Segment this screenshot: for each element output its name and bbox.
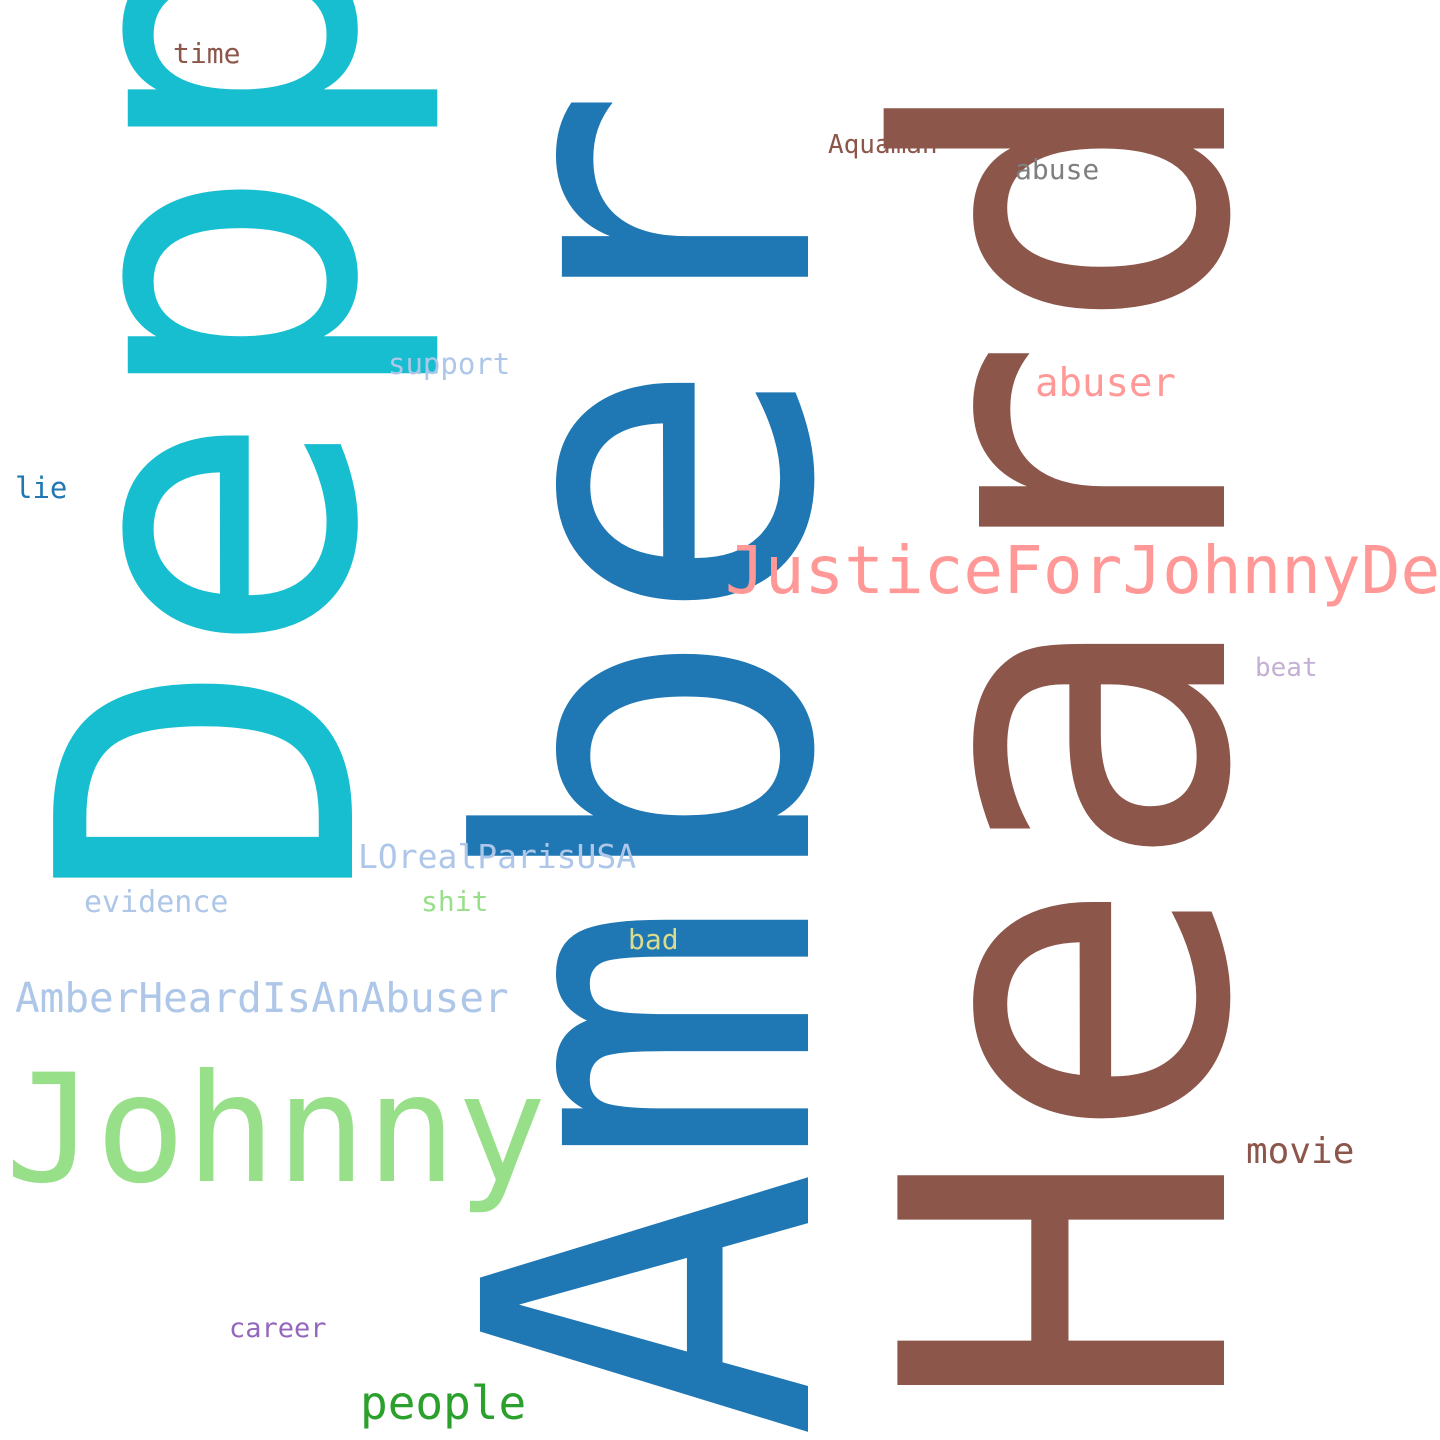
word-lie: lie — [15, 471, 68, 505]
word-amber: Amber — [391, 85, 915, 1440]
word-bad: bad — [628, 923, 679, 956]
word-lorealparisusa: LOrealParisUSA — [358, 837, 637, 876]
word-abuser: abuser — [1035, 361, 1176, 406]
word-time: time — [173, 37, 241, 70]
word-people: people — [360, 1376, 527, 1430]
word-justiceforjohnnydepp: JusticeForJohnnyDepp — [725, 532, 1440, 609]
word-movie: movie — [1246, 1131, 1355, 1172]
word-amberheardisanabuser: AmberHeardIsAnAbuser — [15, 974, 509, 1022]
word-support: support — [388, 347, 511, 381]
word-depp: Depp — [0, 0, 449, 905]
word-beat: beat — [1255, 653, 1318, 683]
word-johnny: Johnny — [5, 1043, 547, 1217]
word-career: career — [229, 1313, 327, 1344]
word-aquaman: Aquaman — [828, 130, 938, 160]
word-abuse: abuse — [1015, 153, 1100, 186]
word-shit: shit — [421, 885, 489, 918]
word-evidence: evidence — [84, 885, 229, 920]
